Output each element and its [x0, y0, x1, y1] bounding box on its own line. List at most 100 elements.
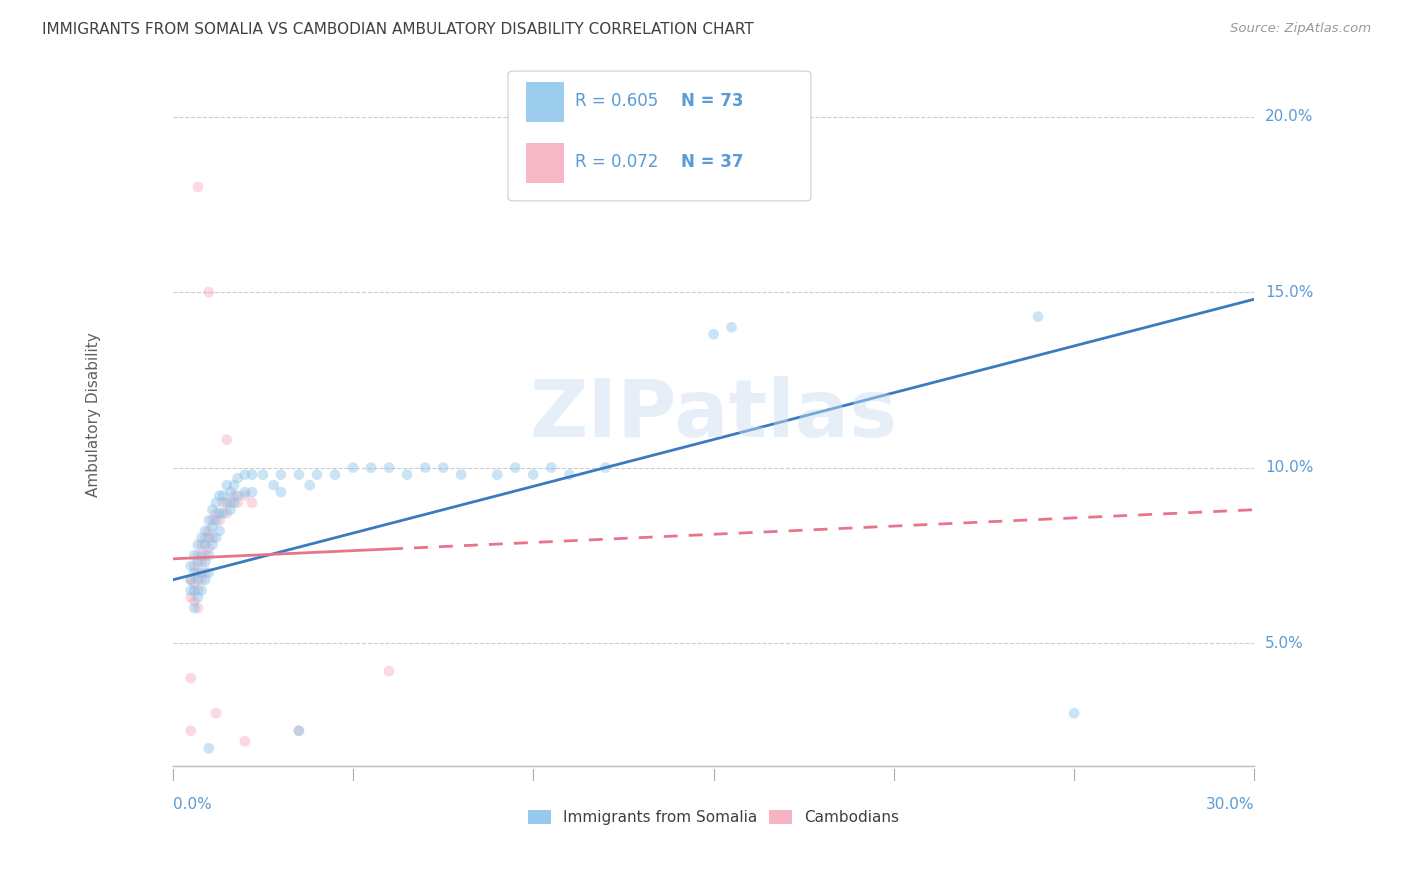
- Point: [595, 460, 617, 475]
- Point: [413, 460, 436, 475]
- Point: [222, 496, 245, 510]
- Point: [183, 549, 205, 563]
- Point: [1063, 706, 1085, 721]
- Point: [187, 538, 209, 552]
- Point: [180, 583, 202, 598]
- Point: [180, 558, 202, 573]
- Point: [215, 433, 238, 447]
- Point: [240, 496, 263, 510]
- Point: [197, 524, 219, 538]
- Point: [212, 489, 235, 503]
- Point: [240, 467, 263, 482]
- Point: [342, 460, 364, 475]
- Point: [187, 549, 209, 563]
- Text: 5.0%: 5.0%: [1265, 636, 1303, 650]
- Point: [522, 467, 544, 482]
- Text: Ambulatory Disability: Ambulatory Disability: [86, 333, 101, 498]
- Point: [201, 538, 224, 552]
- Point: [197, 513, 219, 527]
- Point: [208, 506, 231, 520]
- Point: [194, 538, 217, 552]
- Point: [288, 723, 311, 738]
- Point: [180, 723, 202, 738]
- Point: [194, 573, 217, 587]
- Point: [183, 566, 205, 580]
- Point: [190, 549, 212, 563]
- Point: [190, 555, 212, 569]
- Point: [219, 485, 242, 500]
- Point: [233, 734, 256, 748]
- FancyBboxPatch shape: [508, 71, 811, 201]
- Point: [450, 467, 472, 482]
- Point: [194, 566, 217, 580]
- Point: [187, 601, 209, 615]
- Point: [187, 566, 209, 580]
- Point: [180, 573, 202, 587]
- Point: [194, 555, 217, 569]
- Point: [187, 591, 209, 605]
- Point: [288, 723, 311, 738]
- Point: [201, 531, 224, 545]
- Point: [197, 549, 219, 563]
- FancyBboxPatch shape: [526, 143, 564, 184]
- Point: [190, 583, 212, 598]
- Point: [183, 558, 205, 573]
- Point: [187, 180, 209, 194]
- Point: [263, 478, 285, 492]
- Point: [205, 513, 228, 527]
- Point: [222, 489, 245, 503]
- Point: [486, 467, 509, 482]
- Point: [205, 706, 228, 721]
- Point: [215, 496, 238, 510]
- Point: [305, 467, 328, 482]
- Text: R = 0.605: R = 0.605: [575, 92, 658, 111]
- Point: [201, 513, 224, 527]
- Point: [208, 489, 231, 503]
- Text: 15.0%: 15.0%: [1265, 285, 1313, 300]
- Point: [183, 601, 205, 615]
- Point: [432, 460, 454, 475]
- Point: [720, 320, 742, 334]
- Point: [190, 573, 212, 587]
- Text: 30.0%: 30.0%: [1206, 797, 1254, 813]
- Point: [270, 485, 292, 500]
- Point: [208, 513, 231, 527]
- Text: N = 73: N = 73: [681, 92, 744, 111]
- Point: [240, 485, 263, 500]
- Point: [205, 506, 228, 520]
- Point: [180, 671, 202, 685]
- Point: [226, 471, 249, 485]
- Point: [197, 531, 219, 545]
- Point: [194, 524, 217, 538]
- Point: [183, 576, 205, 591]
- Point: [212, 506, 235, 520]
- Point: [205, 496, 228, 510]
- Point: [233, 467, 256, 482]
- Point: [187, 555, 209, 569]
- Point: [197, 285, 219, 300]
- Point: [270, 467, 292, 482]
- Point: [187, 583, 209, 598]
- Point: [703, 327, 725, 342]
- Point: [183, 583, 205, 598]
- Point: [208, 524, 231, 538]
- Point: [378, 664, 401, 678]
- Point: [503, 460, 526, 475]
- Point: [252, 467, 274, 482]
- Point: [187, 573, 209, 587]
- Point: [194, 531, 217, 545]
- Point: [226, 489, 249, 503]
- Point: [558, 467, 581, 482]
- Text: 0.0%: 0.0%: [173, 797, 211, 813]
- Point: [378, 460, 401, 475]
- Point: [233, 489, 256, 503]
- Text: ZIPatlas: ZIPatlas: [530, 376, 897, 454]
- Point: [323, 467, 346, 482]
- Point: [396, 467, 419, 482]
- Point: [540, 460, 562, 475]
- Point: [360, 460, 382, 475]
- Point: [219, 502, 242, 516]
- FancyBboxPatch shape: [526, 81, 564, 122]
- Point: [197, 741, 219, 756]
- Point: [226, 496, 249, 510]
